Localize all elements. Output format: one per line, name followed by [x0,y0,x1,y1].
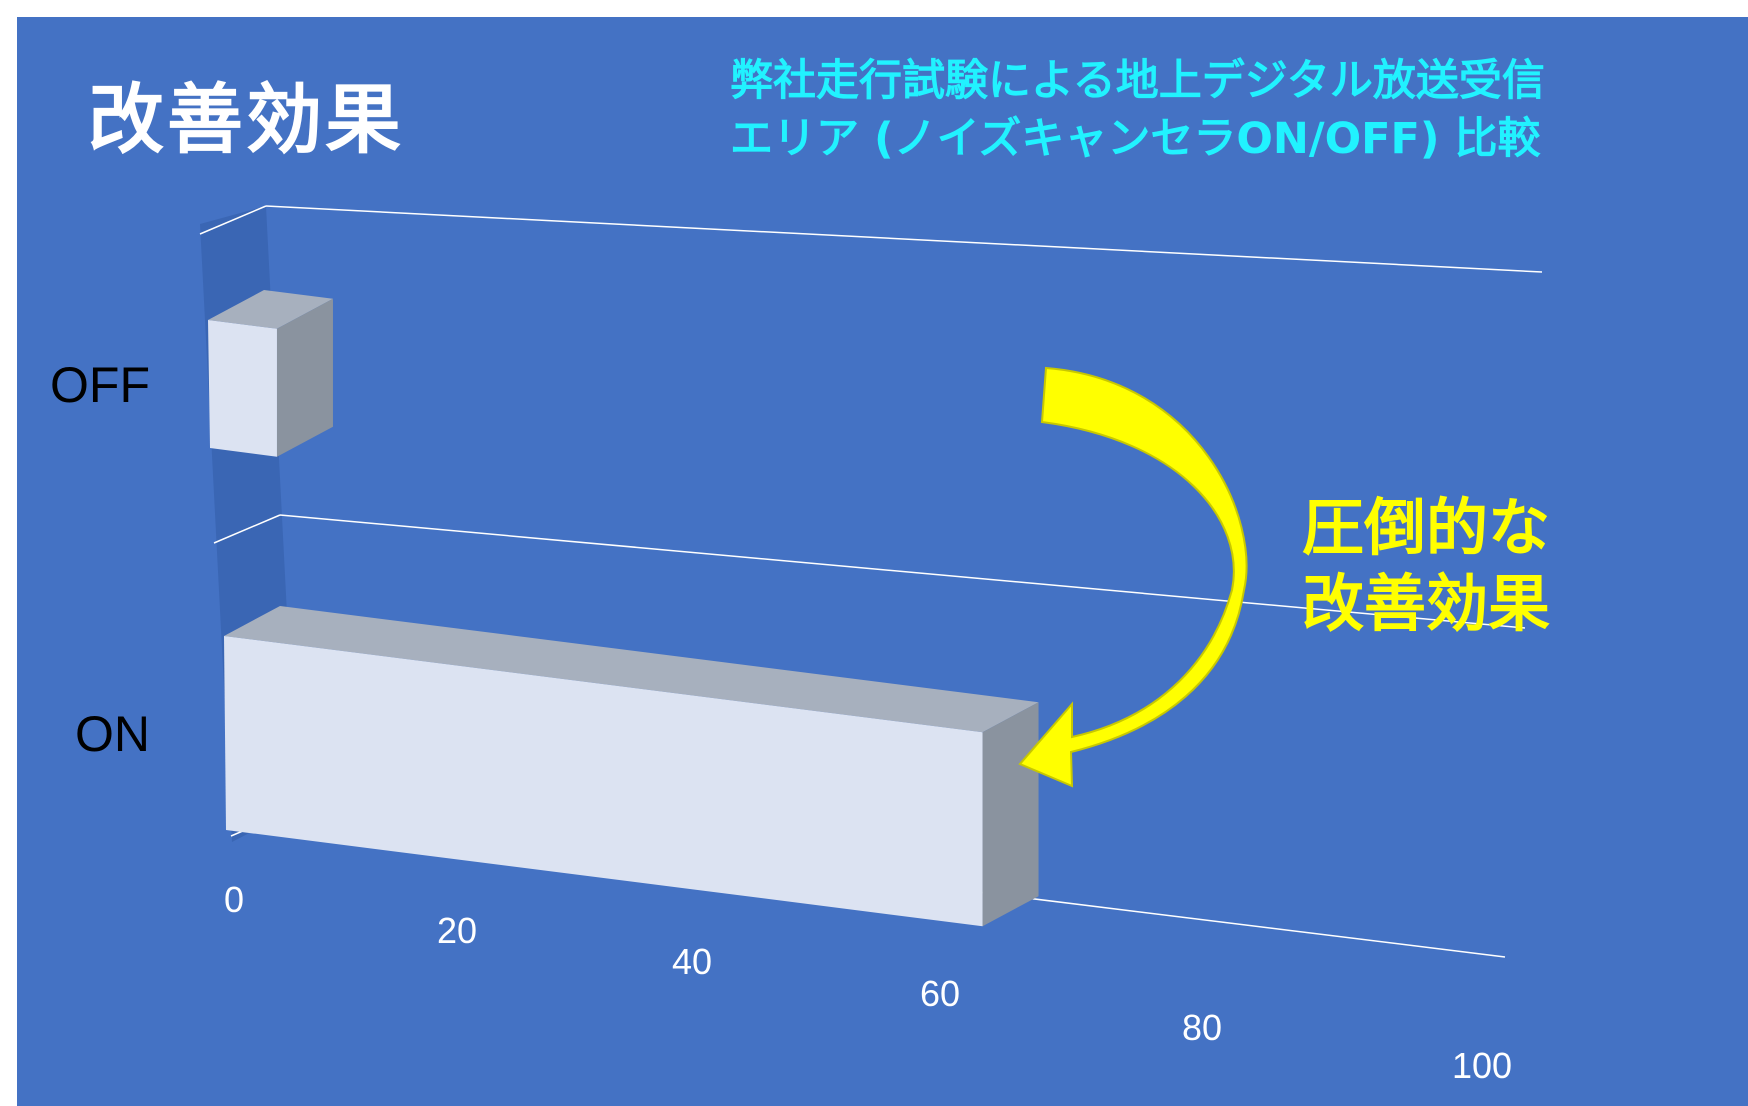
gridline-back-1 [279,514,1526,629]
x-tick-label: 40 [672,941,712,982]
gridline-back-0 [265,205,1543,273]
improvement-callout: 圧倒的な 改善効果 [1302,490,1550,642]
gridline-side-1 [213,514,281,544]
x-tick-label: 20 [437,910,477,951]
bar-top-off [208,290,333,329]
bar-side-on [982,702,1039,927]
gridline-side-0 [199,205,267,235]
subtitle-line-1: 弊社走行試験による地上デジタル放送受信 [730,56,1545,106]
slide-title: 改善効果 [88,75,404,164]
slide-subtitle: 弊社走行試験による地上デジタル放送受信 エリア (ノイズキャンセラON/OFF)… [730,52,1690,168]
x-tick-label: 0 [224,879,244,920]
slide-background [17,17,1748,1106]
x-tick-label: 60 [920,973,960,1014]
x-tick-label: 80 [1182,1007,1222,1048]
improvement-arrow-icon [1018,366,1248,788]
category-label-off: OFF [50,357,150,413]
category-label-on: ON [75,706,150,762]
callout-line-1: 圧倒的な [1302,491,1551,564]
x-tick-label: 100 [1452,1045,1512,1086]
bar-top-on [224,606,1039,733]
bar-side-off [276,298,333,457]
callout-line-2: 改善効果 [1302,567,1551,640]
subtitle-line-2: エリア (ノイズキャンセラON/OFF) 比較 [730,114,1541,164]
bar-off [208,320,277,457]
bar-on [224,636,983,927]
